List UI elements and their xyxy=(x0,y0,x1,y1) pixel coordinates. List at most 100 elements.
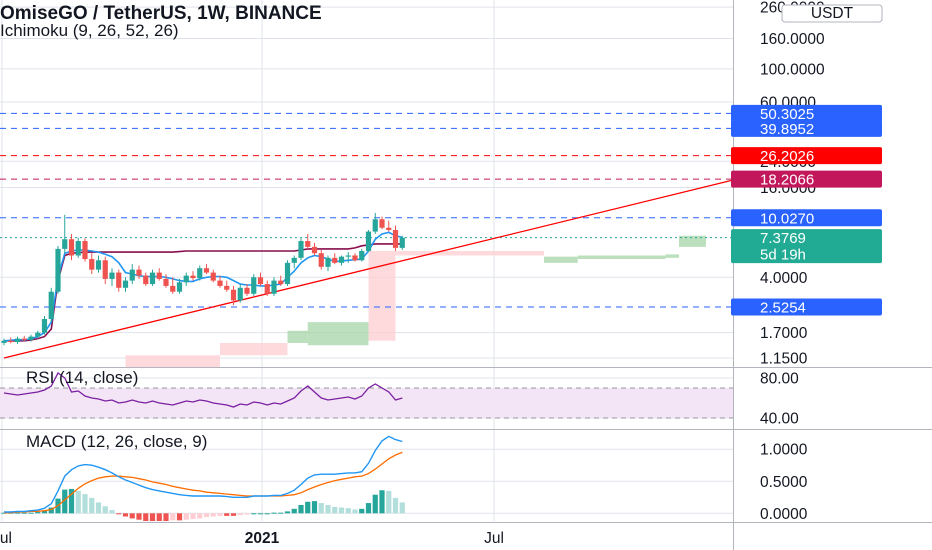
candle-body xyxy=(143,275,149,285)
candle-body xyxy=(224,285,230,290)
macd-histogram-bar xyxy=(102,506,108,514)
current-price-label: 7.3769 xyxy=(760,230,806,247)
candle-body xyxy=(68,239,75,256)
macd-histogram-bar xyxy=(95,502,102,514)
candle-body xyxy=(55,248,61,292)
indicator-label-macd: MACD (12, 26, close, 9) xyxy=(26,432,207,451)
rsi-tick-label: 40.00 xyxy=(760,411,799,428)
candle-body xyxy=(251,277,257,294)
candle-body xyxy=(35,332,41,337)
rsi-tick-label: 80.00 xyxy=(760,371,799,388)
candle-body xyxy=(129,269,135,281)
price-level-badge xyxy=(731,170,882,188)
currency-box[interactable] xyxy=(781,4,883,23)
candle-body xyxy=(102,260,108,279)
macd-histogram-bar xyxy=(89,497,95,514)
macd-histogram-bar xyxy=(392,497,399,514)
price-level-badge xyxy=(731,298,882,316)
candlestick-series xyxy=(1,212,405,346)
macd-histogram-bar xyxy=(109,510,115,514)
macd-signal-line xyxy=(4,451,403,514)
candle-body xyxy=(210,272,216,281)
price-level-badge-label: 2.5254 xyxy=(760,300,806,317)
macd-histogram-bar xyxy=(305,501,311,514)
candle-body xyxy=(8,340,14,343)
macd-histogram-bar xyxy=(244,513,250,515)
macd-histogram-bar xyxy=(224,513,230,516)
candle-body xyxy=(95,260,102,270)
candle-body xyxy=(203,268,210,273)
macd-histogram-bar xyxy=(35,512,41,514)
candle-body xyxy=(163,278,169,286)
price-level-badge-label: 26.2026 xyxy=(760,148,814,165)
candle-body xyxy=(372,219,378,232)
candle-body xyxy=(89,259,95,270)
current-price-badge xyxy=(731,229,882,264)
candle-body xyxy=(359,251,365,261)
candle-body xyxy=(230,289,237,301)
kumo-segment xyxy=(125,355,220,367)
candle-body xyxy=(21,338,27,340)
macd-histogram-bar xyxy=(163,513,169,521)
macd-histogram-bar xyxy=(237,513,243,516)
bar-countdown-label: 5d 19h xyxy=(760,247,806,264)
macd-histogram-bar xyxy=(75,490,81,514)
macd-tick-label: 0.0000 xyxy=(760,506,808,523)
candle-body xyxy=(82,241,88,260)
trendline[interactable] xyxy=(3,178,737,359)
macd-histogram-bar xyxy=(372,494,378,514)
kumo-segment xyxy=(368,251,396,341)
candle-body xyxy=(311,246,318,254)
time-tick-label: Jul xyxy=(0,530,12,547)
macd-histogram-bar xyxy=(352,509,358,514)
price-level-badge-label: 18.2066 xyxy=(760,172,814,189)
macd-histogram-bar xyxy=(271,512,277,514)
macd-histogram-bar xyxy=(176,513,183,521)
macd-histogram-bar xyxy=(116,513,122,515)
indicator-label-rsi: RSI (14, close) xyxy=(26,368,138,387)
macd-histogram-bar xyxy=(129,513,135,519)
macd-histogram-bar xyxy=(21,512,27,514)
macd-histogram-bar xyxy=(48,507,54,514)
price-level-badge xyxy=(731,119,882,137)
rsi-pane xyxy=(0,372,733,419)
macd-histogram-bar xyxy=(41,510,48,514)
candle-body xyxy=(278,280,284,285)
macd-histogram-bar xyxy=(251,513,257,515)
macd-histogram-bar xyxy=(149,513,156,521)
candle-body xyxy=(338,256,345,263)
candle-body xyxy=(291,257,297,263)
macd-histogram-bar xyxy=(197,513,203,519)
candle-body xyxy=(237,287,243,301)
candle-body xyxy=(217,280,223,286)
price-level-badge xyxy=(731,147,882,165)
candle-body xyxy=(62,239,68,249)
candle-body xyxy=(109,272,115,279)
macd-histogram-bar xyxy=(28,512,34,514)
macd-histogram-bar xyxy=(170,513,176,521)
macd-histogram-bar xyxy=(217,513,223,516)
candle-body xyxy=(136,269,142,276)
candle-body xyxy=(386,227,392,231)
time-axis[interactable]: Jul 2021 Jul xyxy=(0,530,504,547)
macd-histogram-bar xyxy=(183,513,189,520)
macd-histogram-bar xyxy=(298,504,304,514)
kumo-segment xyxy=(665,254,679,258)
candle-body xyxy=(170,285,176,292)
price-tick-label: 160.0000 xyxy=(760,31,825,48)
macd-histogram-bar xyxy=(386,490,392,514)
candle-body xyxy=(190,275,196,279)
price-level-badge-label: 10.0270 xyxy=(760,210,814,227)
candle-body xyxy=(332,257,338,263)
macd-tick-label: 0.5000 xyxy=(760,474,808,491)
macd-histogram-bar xyxy=(359,508,365,514)
macd-histogram-bar xyxy=(230,513,237,516)
macd-histogram-bar xyxy=(62,489,68,514)
candle-body xyxy=(149,272,156,285)
macd-histogram-bar xyxy=(379,490,385,514)
currency-label: USDT xyxy=(811,5,854,22)
macd-histogram-bar xyxy=(210,513,216,517)
